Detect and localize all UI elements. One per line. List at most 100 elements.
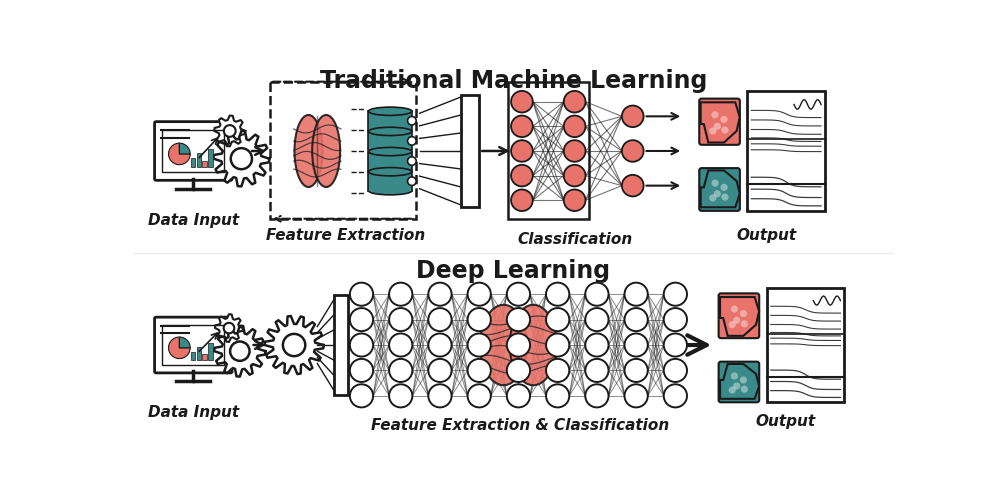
Circle shape xyxy=(428,308,451,331)
Wedge shape xyxy=(168,143,190,165)
Bar xyxy=(202,161,206,167)
Circle shape xyxy=(547,359,570,382)
Circle shape xyxy=(428,334,451,357)
Circle shape xyxy=(625,384,648,407)
Bar xyxy=(162,325,224,365)
Circle shape xyxy=(622,140,644,162)
FancyBboxPatch shape xyxy=(154,317,232,373)
Circle shape xyxy=(230,342,249,361)
Circle shape xyxy=(625,308,648,331)
Circle shape xyxy=(512,165,533,186)
Circle shape xyxy=(350,384,373,407)
Circle shape xyxy=(721,116,728,123)
Polygon shape xyxy=(215,314,243,342)
Bar xyxy=(191,352,195,360)
Circle shape xyxy=(564,116,586,137)
Bar xyxy=(460,95,479,207)
Circle shape xyxy=(224,125,235,137)
Circle shape xyxy=(407,137,416,145)
Circle shape xyxy=(733,317,741,324)
Circle shape xyxy=(547,384,570,407)
Bar xyxy=(767,288,844,402)
Circle shape xyxy=(722,193,729,201)
Bar xyxy=(196,153,201,167)
Circle shape xyxy=(564,140,586,162)
Circle shape xyxy=(389,308,412,331)
Ellipse shape xyxy=(368,127,411,136)
Circle shape xyxy=(714,123,721,130)
Bar xyxy=(368,131,411,150)
Circle shape xyxy=(467,283,490,306)
Circle shape xyxy=(467,334,490,357)
Circle shape xyxy=(512,140,533,162)
Wedge shape xyxy=(168,337,190,359)
Polygon shape xyxy=(720,364,759,399)
Circle shape xyxy=(507,334,531,357)
Circle shape xyxy=(729,386,736,394)
Circle shape xyxy=(625,359,648,382)
Ellipse shape xyxy=(368,186,411,195)
Circle shape xyxy=(350,308,373,331)
Bar xyxy=(202,354,206,360)
Circle shape xyxy=(740,310,747,317)
Text: Classification: Classification xyxy=(517,232,633,247)
FancyBboxPatch shape xyxy=(719,362,759,402)
Circle shape xyxy=(741,386,748,393)
Bar xyxy=(368,172,411,191)
Circle shape xyxy=(350,283,373,306)
Ellipse shape xyxy=(368,167,411,176)
Circle shape xyxy=(564,165,586,186)
Text: Traditional Machine Learning: Traditional Machine Learning xyxy=(319,69,707,93)
Bar xyxy=(508,82,589,219)
Wedge shape xyxy=(179,337,190,348)
Circle shape xyxy=(710,127,717,135)
Ellipse shape xyxy=(368,107,411,115)
Circle shape xyxy=(586,308,609,331)
Circle shape xyxy=(664,334,687,357)
Circle shape xyxy=(283,334,305,356)
Circle shape xyxy=(729,321,736,328)
Circle shape xyxy=(428,283,451,306)
Bar xyxy=(196,347,201,360)
Text: Data Input: Data Input xyxy=(148,405,239,420)
Circle shape xyxy=(350,334,373,357)
Bar xyxy=(748,91,825,210)
Circle shape xyxy=(712,111,719,118)
Circle shape xyxy=(586,283,609,306)
Polygon shape xyxy=(264,316,323,374)
Circle shape xyxy=(389,283,412,306)
Ellipse shape xyxy=(510,305,557,385)
Text: Deep Learning: Deep Learning xyxy=(416,259,611,283)
Circle shape xyxy=(507,359,531,382)
Circle shape xyxy=(664,384,687,407)
Circle shape xyxy=(547,308,570,331)
Bar xyxy=(208,149,212,167)
Circle shape xyxy=(731,372,738,380)
Circle shape xyxy=(564,91,586,113)
Circle shape xyxy=(664,308,687,331)
FancyBboxPatch shape xyxy=(700,99,740,145)
FancyBboxPatch shape xyxy=(700,168,740,211)
Circle shape xyxy=(428,384,451,407)
Circle shape xyxy=(223,323,234,333)
FancyBboxPatch shape xyxy=(154,122,232,180)
Ellipse shape xyxy=(294,115,322,187)
Polygon shape xyxy=(214,116,245,146)
Circle shape xyxy=(389,384,412,407)
Bar xyxy=(333,295,347,395)
Circle shape xyxy=(407,177,416,185)
Circle shape xyxy=(507,308,531,331)
Circle shape xyxy=(467,308,490,331)
Circle shape xyxy=(741,320,748,327)
Text: Data Input: Data Input xyxy=(148,212,239,227)
Circle shape xyxy=(389,359,412,382)
Circle shape xyxy=(622,175,644,196)
Circle shape xyxy=(512,91,533,113)
Ellipse shape xyxy=(368,147,411,156)
Bar xyxy=(368,152,411,170)
Circle shape xyxy=(586,334,609,357)
Bar xyxy=(191,158,195,167)
Circle shape xyxy=(733,382,741,390)
Circle shape xyxy=(625,283,648,306)
Circle shape xyxy=(722,126,729,134)
